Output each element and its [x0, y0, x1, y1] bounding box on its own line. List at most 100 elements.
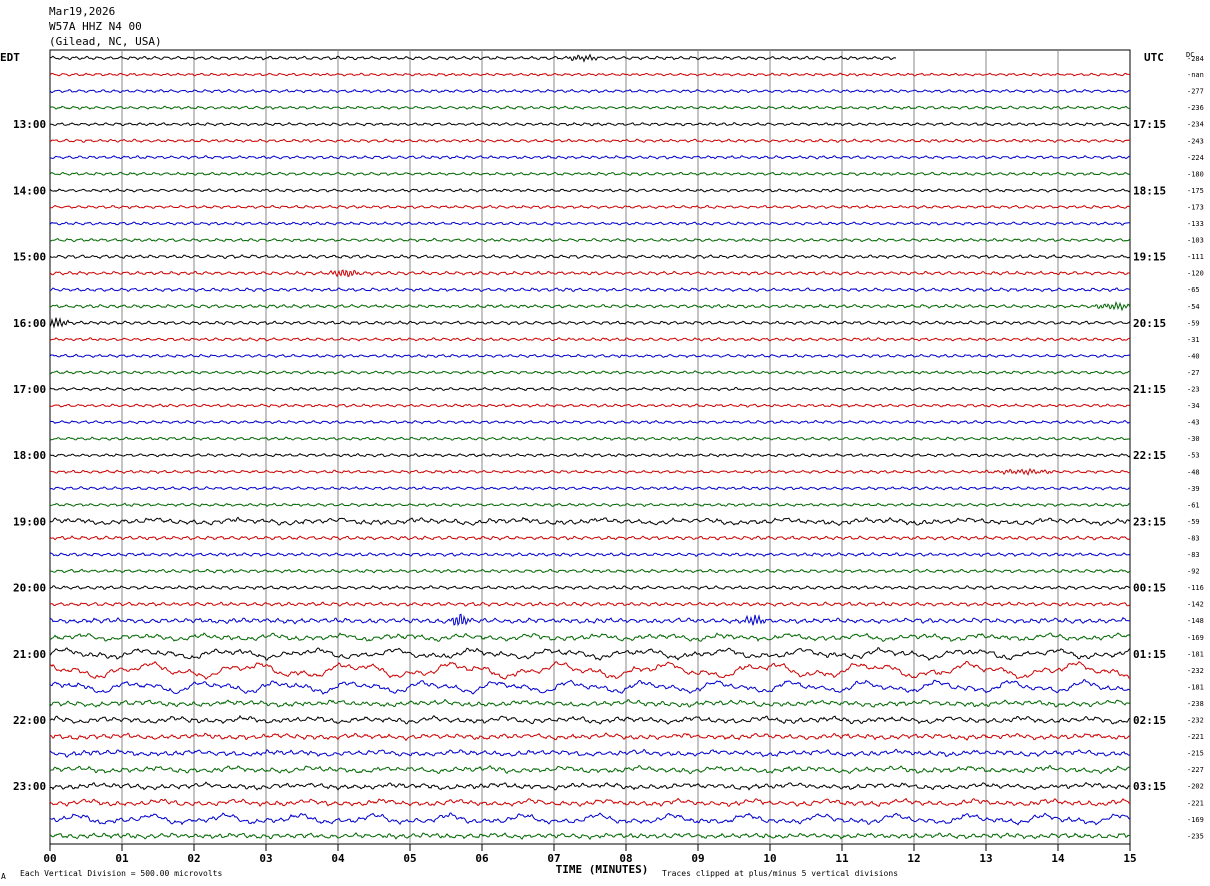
x-tick-label: 04 [331, 852, 345, 865]
x-tick-label: 13 [979, 852, 992, 865]
trace-line [49, 122, 1131, 127]
trace-line [49, 419, 1131, 425]
scale-note: Each Vertical Division = 500.00 microvol… [20, 869, 222, 878]
dc-offset-label: -23 [1187, 386, 1200, 394]
dc-offset-label: -83 [1187, 534, 1200, 542]
dc-offset-label: -238 [1187, 700, 1204, 708]
right-time-label: 20:15 [1133, 317, 1166, 330]
dc-offset-label: -243 [1187, 137, 1204, 145]
dc-offset-label: -224 [1187, 154, 1204, 162]
trace-line [49, 254, 1131, 259]
trace-line [50, 660, 1131, 680]
dc-offset-label: -83 [1187, 551, 1200, 559]
left-timezone-label: EDT [0, 51, 20, 64]
x-tick-label: 06 [475, 852, 489, 865]
right-time-label: 01:15 [1133, 648, 1166, 661]
trace-line [49, 138, 1131, 143]
x-tick-label: 10 [763, 852, 776, 865]
dc-offset-label: -181 [1187, 683, 1204, 691]
right-time-label: 22:15 [1133, 449, 1166, 462]
dc-offset-label: -43 [1187, 419, 1200, 427]
trace-line [49, 204, 1131, 210]
left-time-label: 15:00 [13, 251, 46, 264]
trace-line [49, 237, 1131, 243]
dc-offset-label: -39 [1187, 485, 1200, 493]
trace-line [49, 781, 1131, 791]
dc-offset-label: -175 [1187, 187, 1204, 195]
trace-line [49, 748, 1131, 758]
left-time-label: 13:00 [13, 118, 46, 131]
dc-offset-label: -148 [1187, 617, 1204, 625]
right-time-label: 03:15 [1133, 780, 1166, 793]
dc-offset-label: -65 [1187, 286, 1200, 294]
dc-offset-label: -221 [1187, 799, 1204, 807]
dc-offset-label: -169 [1187, 634, 1204, 642]
dc-offset-label: -235 [1187, 832, 1204, 840]
dc-offset-label: -236 [1187, 104, 1204, 112]
dc-offset-label: -202 [1187, 783, 1204, 791]
trace-line [49, 647, 1131, 661]
left-time-label: 19:00 [13, 515, 46, 528]
left-time-label: 22:00 [13, 714, 46, 727]
trace-line [49, 287, 1131, 293]
corner-mark: A [1, 872, 6, 881]
right-time-label: 17:15 [1133, 118, 1166, 131]
dc-offset-label: -227 [1187, 766, 1204, 774]
dc-offset-label: -142 [1187, 601, 1204, 609]
dc-offset-label: -215 [1187, 750, 1204, 758]
trace-line [49, 552, 1131, 557]
trace-line [49, 732, 1131, 742]
header-location: (Gilead, NC, USA) [49, 35, 162, 48]
dc-offset-label: -284 [1187, 55, 1204, 63]
dc-offset-labels: -284 -nan -277 -236 -234 -243 -224 -180 -175 -173… [1187, 55, 1204, 840]
x-tick-label: 14 [1051, 852, 1065, 865]
x-tick-label: 07 [547, 852, 560, 865]
trace-line [49, 386, 1130, 392]
dc-offset-label: -116 [1187, 584, 1204, 592]
right-time-label: 18:15 [1133, 184, 1166, 197]
trace-line [49, 502, 1131, 508]
trace-line [49, 568, 1131, 574]
trace-line [49, 403, 1131, 408]
right-time-label: 19:15 [1133, 251, 1166, 264]
x-tick-label: 12 [907, 852, 920, 865]
dc-offset-label: -61 [1187, 501, 1200, 509]
dc-offset-label: -53 [1187, 452, 1200, 460]
dc-offset-label: -40 [1187, 352, 1200, 360]
x-tick-label: 15 [1123, 852, 1136, 865]
right-time-label: 23:15 [1133, 515, 1166, 528]
dc-offset-label: -34 [1187, 402, 1200, 410]
trace-line [49, 317, 1131, 329]
x-tick-label: 01 [115, 852, 129, 865]
trace-line [49, 88, 1131, 94]
trace-line [49, 370, 1131, 375]
trace-line [49, 679, 1131, 695]
trace-line [49, 486, 1131, 491]
header-channel: W57A HHZ N4 00 [49, 20, 142, 33]
trace-line [49, 301, 1131, 312]
right-time-label: 21:15 [1133, 383, 1166, 396]
trace-line [49, 698, 1131, 708]
dc-offset-label: -111 [1187, 253, 1204, 261]
x-tick-label: 02 [187, 852, 200, 865]
trace-line [49, 155, 1131, 160]
x-axis-ticks: 00 01 02 03 04 05 06 07 08 09 10 11 12 13 14 15 [43, 844, 1137, 865]
left-time-label: 23:00 [13, 780, 46, 793]
trace-line [49, 613, 1131, 627]
trace-line [49, 516, 1131, 527]
trace-line [49, 53, 897, 63]
dc-offset-label: -169 [1187, 816, 1204, 824]
trace-line [49, 436, 1131, 441]
trace-line [49, 353, 1131, 359]
x-tick-label: 08 [619, 852, 632, 865]
x-tick-label: 11 [835, 852, 849, 865]
dc-offset-label: -232 [1187, 667, 1204, 675]
dc-offset-label: -120 [1187, 270, 1204, 278]
dc-offset-label: -30 [1187, 435, 1200, 443]
left-time-label: 21:00 [13, 648, 46, 661]
trace-line [50, 812, 1131, 826]
trace-line [49, 535, 1131, 541]
dc-offset-label: -54 [1187, 303, 1200, 311]
left-time-label: 18:00 [13, 449, 46, 462]
